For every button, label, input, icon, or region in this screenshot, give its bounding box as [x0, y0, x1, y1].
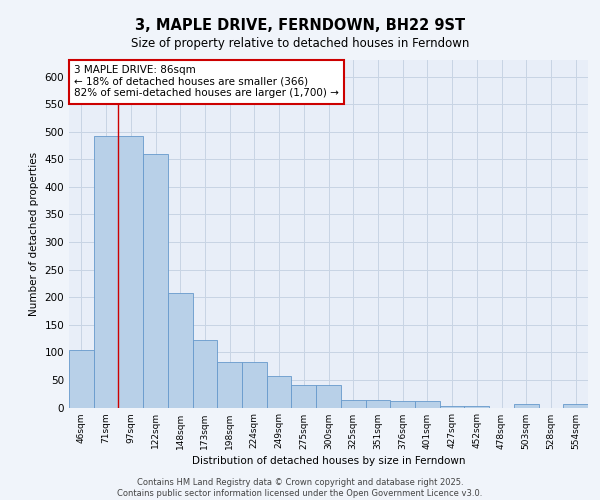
- Bar: [365, 400, 390, 407]
- X-axis label: Distribution of detached houses by size in Ferndown: Distribution of detached houses by size …: [192, 456, 465, 466]
- Bar: [415, 402, 440, 407]
- Bar: [267, 376, 292, 408]
- Text: 3 MAPLE DRIVE: 86sqm
← 18% of detached houses are smaller (366)
82% of semi-deta: 3 MAPLE DRIVE: 86sqm ← 18% of detached h…: [74, 65, 339, 98]
- Bar: [514, 404, 539, 407]
- Bar: [217, 362, 242, 408]
- Text: Size of property relative to detached houses in Ferndown: Size of property relative to detached ho…: [131, 38, 469, 51]
- Bar: [143, 154, 168, 407]
- Bar: [168, 294, 193, 408]
- Bar: [464, 406, 489, 407]
- Y-axis label: Number of detached properties: Number of detached properties: [29, 152, 39, 316]
- Text: 3, MAPLE DRIVE, FERNDOWN, BH22 9ST: 3, MAPLE DRIVE, FERNDOWN, BH22 9ST: [135, 18, 465, 32]
- Bar: [118, 136, 143, 407]
- Bar: [193, 340, 217, 407]
- Bar: [563, 404, 588, 407]
- Text: Contains HM Land Registry data © Crown copyright and database right 2025.
Contai: Contains HM Land Registry data © Crown c…: [118, 478, 482, 498]
- Bar: [390, 402, 415, 407]
- Bar: [94, 136, 118, 407]
- Bar: [440, 406, 464, 407]
- Bar: [316, 386, 341, 407]
- Bar: [242, 362, 267, 408]
- Bar: [69, 350, 94, 408]
- Bar: [292, 386, 316, 407]
- Bar: [341, 400, 365, 407]
